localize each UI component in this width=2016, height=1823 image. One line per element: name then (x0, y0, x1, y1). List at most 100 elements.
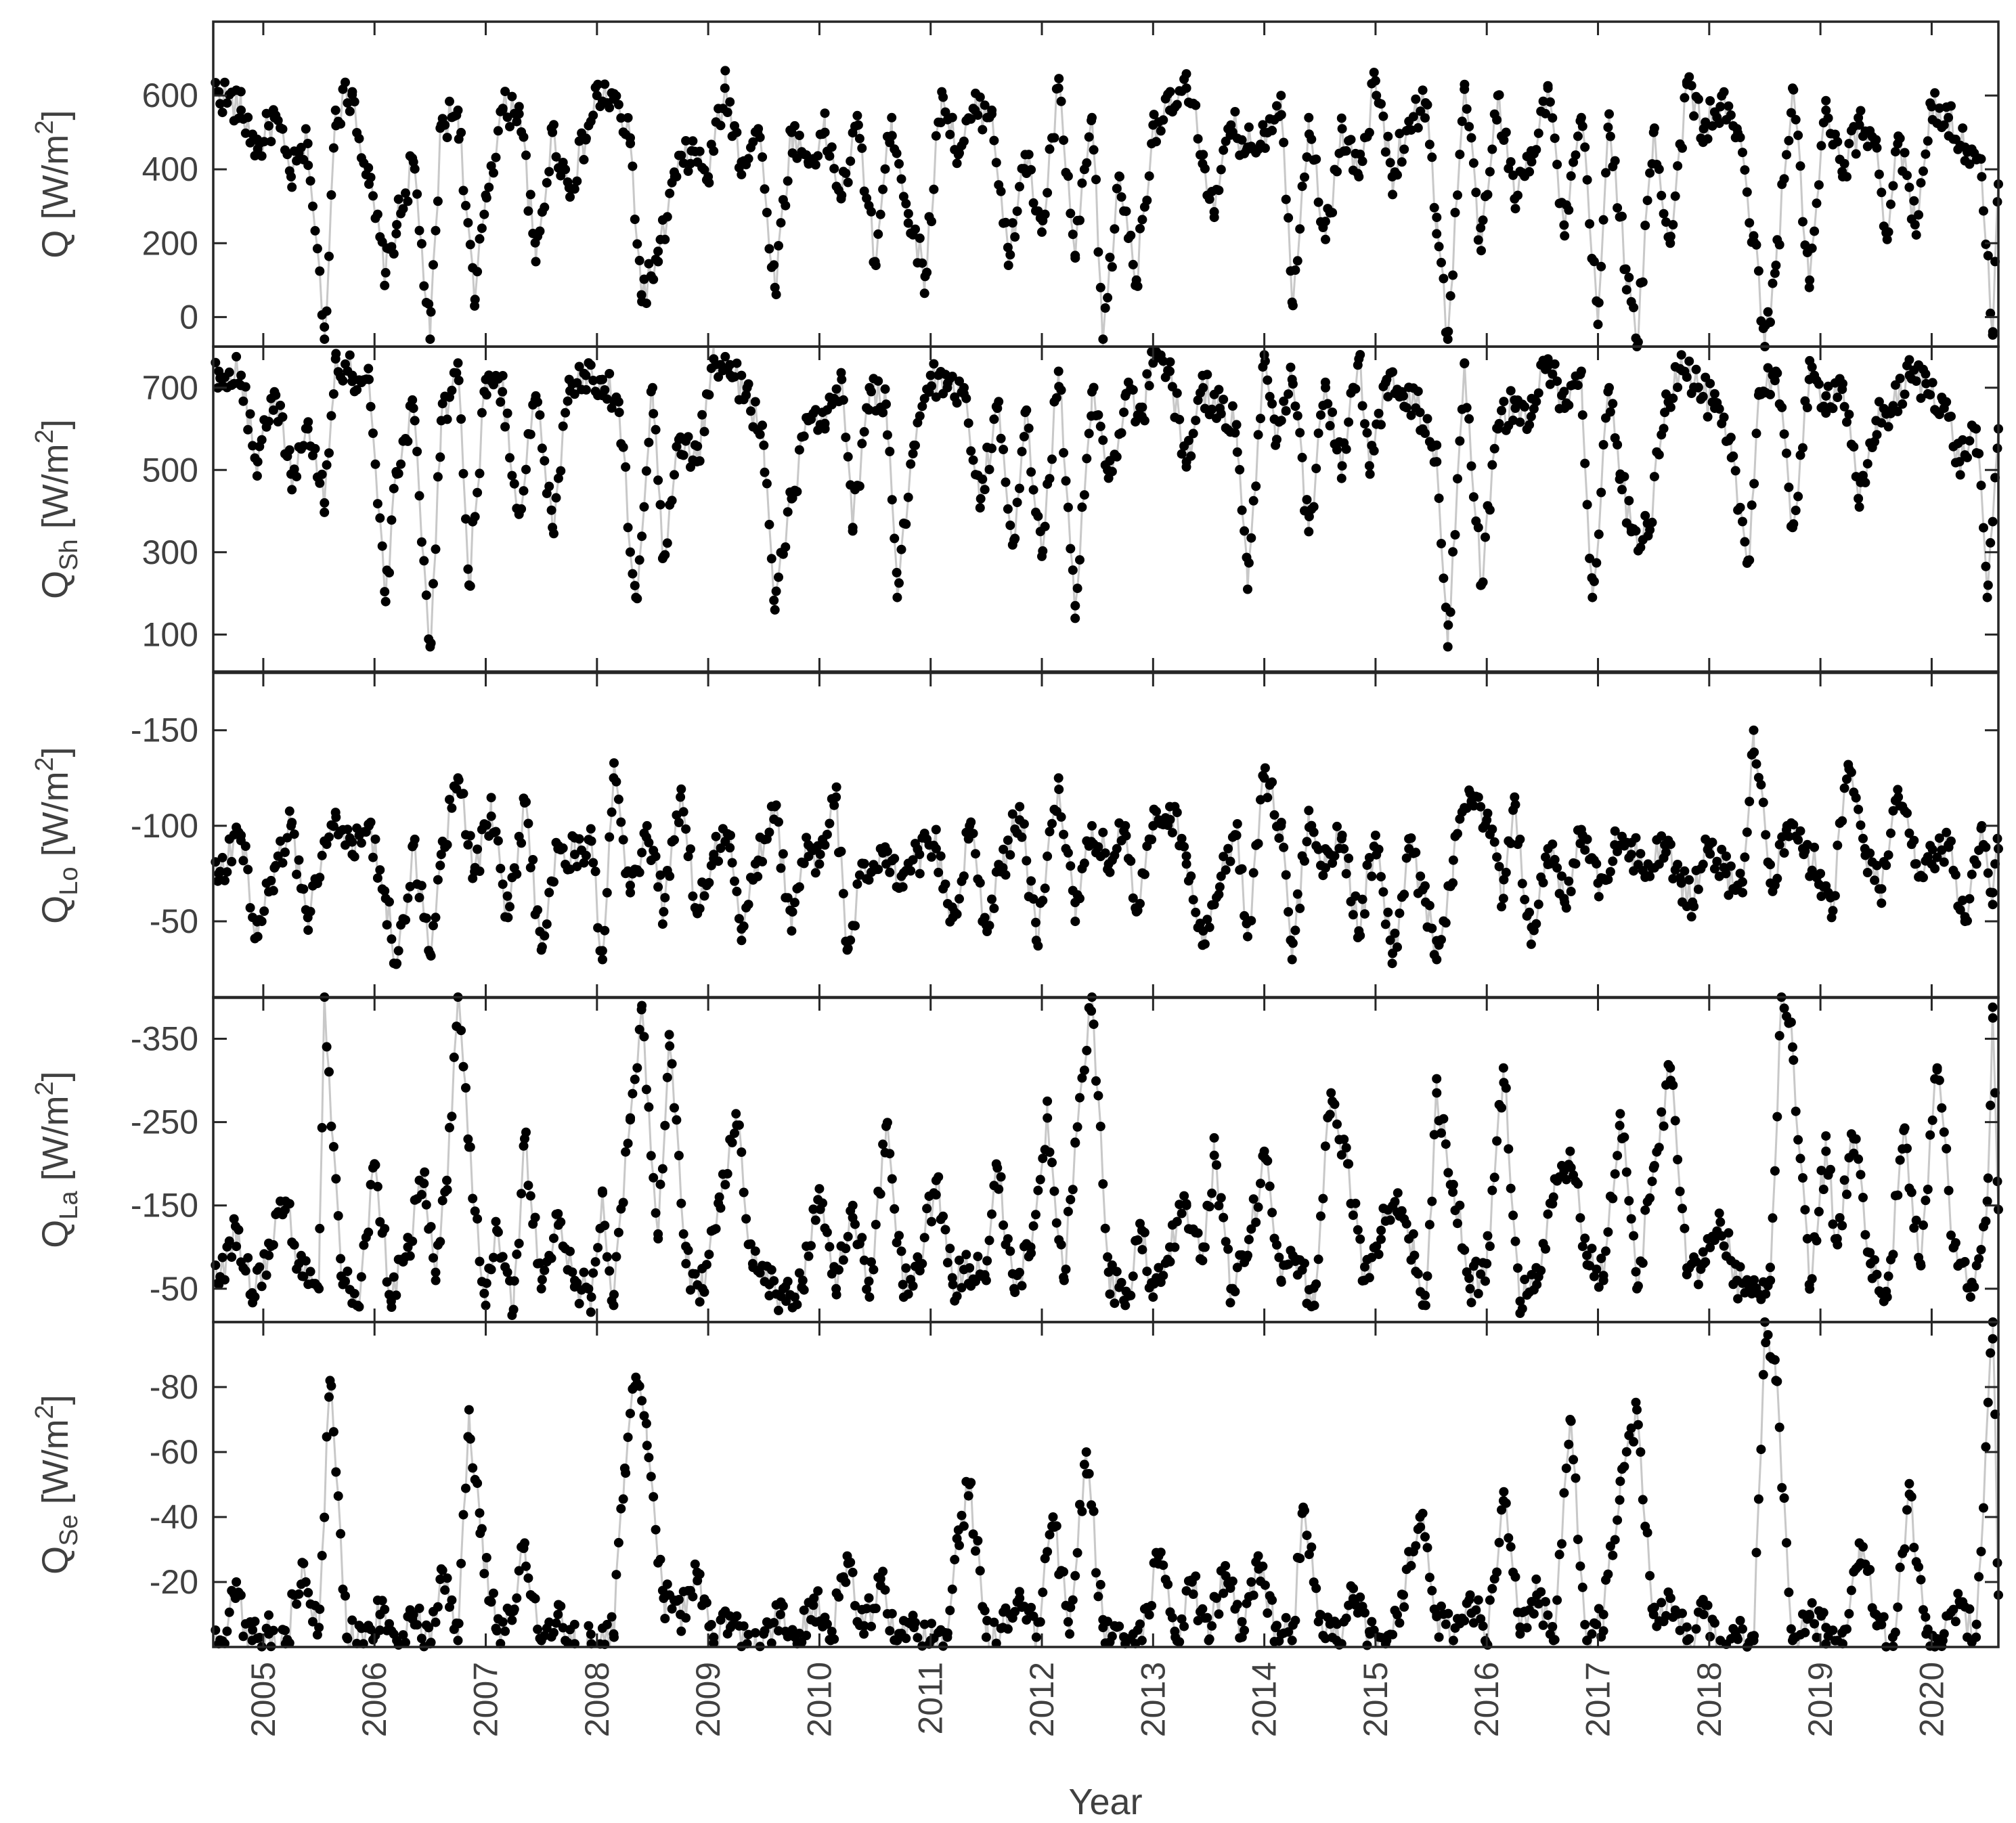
data-point (1355, 1592, 1365, 1602)
data-point (442, 1573, 452, 1583)
data-point (878, 1566, 888, 1577)
data-point (322, 460, 332, 470)
data-point (1766, 1275, 1776, 1286)
data-point (380, 1224, 390, 1234)
data-point (317, 469, 327, 479)
data-point (1904, 355, 1914, 365)
data-point (1072, 1547, 1082, 1558)
data-point (948, 1279, 958, 1290)
data-point (453, 105, 463, 115)
data-point (259, 906, 269, 916)
data-point (336, 1529, 346, 1539)
data-point (579, 154, 589, 164)
data-point (931, 843, 941, 854)
data-point (621, 1147, 631, 1157)
data-point (1212, 1160, 1221, 1170)
data-point (1981, 239, 1991, 249)
data-point (1950, 870, 1960, 880)
data-point (458, 185, 468, 196)
data-point (1084, 1469, 1094, 1478)
data-point (1900, 1123, 1910, 1133)
data-point (1738, 887, 1748, 898)
data-point (1304, 112, 1314, 123)
data-point (461, 1483, 470, 1493)
y-tick-label: -40 (150, 1498, 198, 1536)
data-point (1259, 1146, 1269, 1156)
data-point (1849, 442, 1859, 452)
data-point (609, 1290, 619, 1300)
data-point (686, 1285, 695, 1295)
data-point (994, 1184, 1004, 1194)
data-point (836, 368, 846, 378)
data-point (908, 449, 918, 459)
data-point (634, 1024, 644, 1034)
data-point (1821, 105, 1831, 115)
data-point (1026, 876, 1036, 886)
data-point (1812, 1235, 1822, 1246)
data-point (1059, 1566, 1069, 1577)
data-point (1489, 837, 1499, 847)
data-point (955, 148, 964, 158)
data-point (769, 595, 779, 605)
data-point (864, 405, 874, 415)
data-point (1232, 819, 1242, 829)
data-point (1346, 135, 1356, 145)
data-point (1165, 366, 1175, 376)
data-point (1349, 1583, 1359, 1594)
data-point (1854, 502, 1864, 512)
data-point (273, 116, 283, 125)
data-point (748, 137, 758, 147)
data-point (1818, 1185, 1828, 1194)
data-point (1854, 493, 1864, 504)
data-point (764, 827, 774, 837)
data-point (1665, 402, 1675, 412)
data-point (906, 866, 916, 876)
data-point (848, 1567, 858, 1577)
data-point (1772, 1112, 1782, 1122)
data-point (1376, 1234, 1386, 1244)
data-point (955, 894, 964, 904)
data-point (992, 1163, 1003, 1173)
data-point (287, 818, 297, 828)
data-point (1921, 1195, 1931, 1206)
data-point (1636, 1447, 1646, 1457)
data-point (433, 196, 443, 206)
data-point (1045, 144, 1055, 154)
data-point (473, 487, 483, 498)
data-point (1564, 876, 1574, 886)
data-point (769, 1618, 779, 1628)
data-point (1443, 1608, 1453, 1619)
data-point (987, 443, 996, 454)
data-point (1010, 1606, 1020, 1617)
data-point (1789, 85, 1799, 95)
data-point (1604, 382, 1614, 393)
data-point (963, 418, 973, 429)
data-point (517, 1189, 527, 1199)
data-point (215, 99, 225, 109)
data-point (1756, 780, 1766, 790)
data-point (1919, 166, 1928, 176)
data-point (1385, 158, 1395, 168)
data-point (1573, 380, 1583, 391)
data-point (1770, 1355, 1780, 1365)
data-point (1665, 232, 1675, 242)
data-point (739, 1621, 749, 1631)
data-point (338, 376, 348, 386)
data-point (581, 385, 591, 395)
data-point (1304, 806, 1314, 816)
data-point (618, 1198, 628, 1208)
data-point (1070, 613, 1080, 623)
data-point (1596, 1254, 1606, 1263)
data-point (1045, 1530, 1055, 1540)
data-point (1120, 1300, 1131, 1311)
data-point (1592, 1265, 1602, 1274)
y-label-sup: 2 (30, 757, 59, 771)
data-point (500, 87, 510, 97)
data-point (1385, 935, 1395, 945)
data-point (1619, 1132, 1629, 1142)
data-point (727, 858, 737, 868)
data-point (292, 1599, 302, 1609)
data-point (1112, 183, 1122, 194)
data-point (1501, 867, 1511, 877)
data-point (391, 229, 401, 239)
